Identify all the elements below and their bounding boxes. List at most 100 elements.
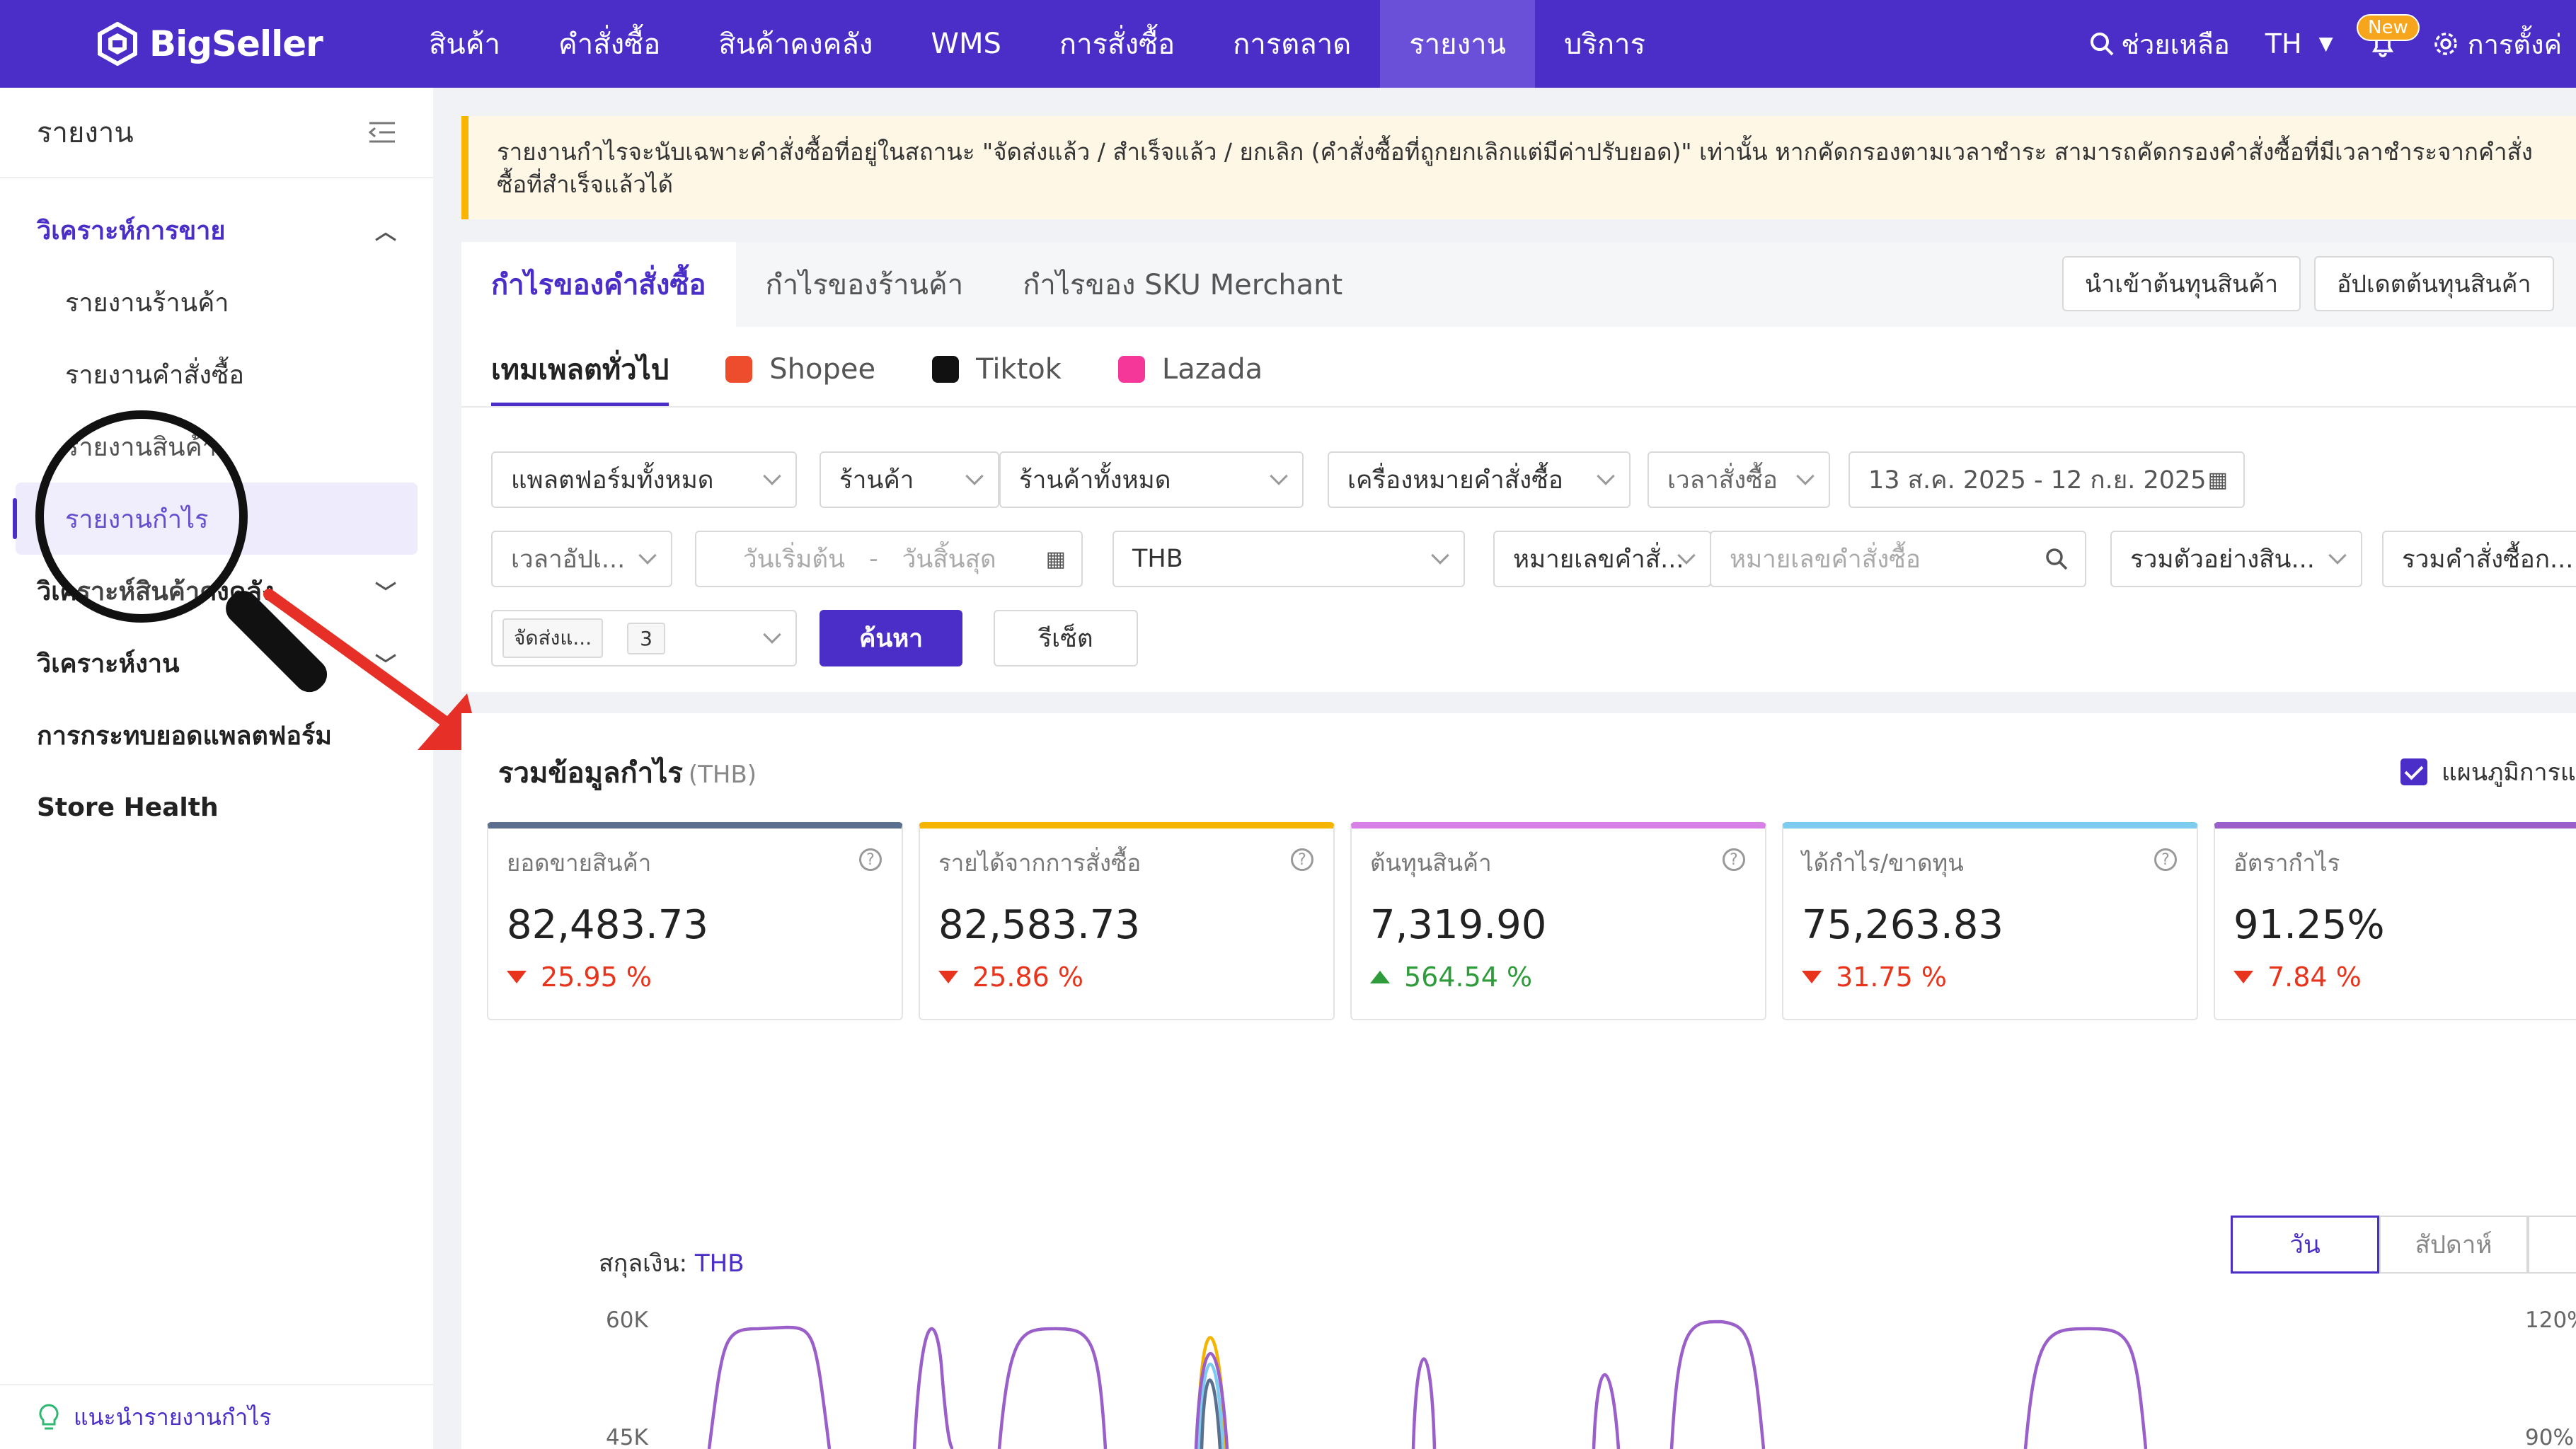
tab-label: เทมเพลตทั่วไป [491,354,669,386]
sidebar-item-platform-reconciliation[interactable]: การกระทบยอดแพลตฟอร์ม [0,699,433,771]
tab-lazada[interactable]: Lazada [1117,333,1263,406]
chevron-down-icon [965,467,984,485]
sku-summary-select[interactable]: รวมตัวอย่างสิน... [2110,531,2362,587]
shopee-icon [725,356,753,383]
trend-up-icon [1370,971,1390,983]
guide-label: แนะนำรายงานกำไร [74,1403,272,1431]
update-cost-button[interactable]: อัปเดตต้นทุนสินค้า [2314,256,2554,311]
metric-value: 82,583.73 [938,902,1141,948]
metric-card: อัตรากำไร 91.25% 7.84 % [2214,822,2576,1020]
tab-sku-profit[interactable]: กำไรของ SKU Merchant [993,242,1372,327]
language-select[interactable]: TH ▼ [2265,28,2333,59]
main-content: รายงานกำไรจะนับเฉพาะคำสั่งซื้อที่อยู่ในส… [461,88,2576,1449]
tab-label: กำไรของร้านค้า [765,269,964,301]
period-label: เดือน [2574,1225,2576,1264]
collapse-menu-icon[interactable] [368,120,396,144]
sidebar-item-store-health[interactable]: Store Health [0,771,433,843]
help-icon[interactable]: ? [1723,848,1745,871]
sidebar-group-work-analysis[interactable]: วิเคราะห์งาน ﹀ [0,627,433,699]
nav-item-4[interactable]: การสั่งซื้อ [1030,0,1204,88]
help-link[interactable]: ช่วยเหลือ [2088,23,2230,66]
trend-down-icon [507,971,527,983]
import-cost-button[interactable]: นำเข้าต้นทุนสินค้า [2062,256,2301,311]
order-search-input[interactable]: หมายเลขคำสั่งซื้อ [1710,531,2086,587]
help-icon[interactable]: ? [859,848,882,871]
metric-change: 25.95 % [507,962,652,993]
template-tabs: เทมเพลตทั่วไป Shopee Tiktok Lazada [491,333,1319,406]
search-icon[interactable] [2044,546,2069,572]
trend-down-icon [2233,971,2253,983]
checkbox-checked-icon [2400,758,2427,785]
summary-title: รวมข้อมูลกำไร (THB) [498,750,757,795]
status-multiselect[interactable]: จัดส่งแ... 3 [491,610,797,666]
metric-change: 31.75 % [1802,962,1947,993]
metric-change-value: 7.84 % [2267,962,2362,993]
metric-change-value: 31.75 % [1836,962,1947,993]
series-line [1592,1373,1621,1449]
summary-title-text: รวมข้อมูลกำไร [498,757,683,790]
sidebar-link-label: การกระทบยอดแพลตฟอร์ม [37,721,333,751]
tab-shopee[interactable]: Shopee [725,333,875,406]
tab-general-template[interactable]: เทมเพลตทั่วไป [491,333,669,406]
platform-select[interactable]: แพลตฟอร์มทั้งหมด [491,451,797,508]
button-label: นำเข้าต้นทุนสินค้า [2085,270,2279,299]
nav-item-2[interactable]: สินค้าคงคลัง [689,0,902,88]
nav-item-3[interactable]: WMS [902,0,1030,88]
nav-item-0[interactable]: สินค้า [400,0,529,88]
nav-item-7[interactable]: บริการ [1535,0,1674,88]
series-line [1200,1378,1222,1449]
tab-store-profit[interactable]: กำไรของร้านค้า [736,242,994,327]
nav-item-1[interactable]: คำสั่งซื้อ [529,0,689,88]
time-type-select[interactable]: เวลาสั่งซื้อ [1648,451,1830,508]
search-placeholder: หมายเลขคำสั่งซื้อ [1730,545,1921,574]
metric-card: ได้กำไร/ขาดทุน? 75,263.83 31.75 % [1782,822,2198,1020]
series-lines [707,1320,2148,1449]
sidebar-item-order-report[interactable]: รายงานคำสั่งซื้อ [0,338,433,410]
help-icon[interactable]: ? [2154,848,2177,871]
chevron-down-icon [2328,546,2347,565]
profit-report-guide-link[interactable]: แนะนำรายงานกำไร [0,1384,433,1449]
settings-link[interactable]: การตั้งค่ [2432,23,2562,66]
custom-date-range[interactable]: วันเริ่มต้น - วันสิ้นสุด ▦ [695,531,1083,587]
tab-tiktok[interactable]: Tiktok [932,333,1062,406]
brand-logo[interactable]: BigSeller [96,21,400,67]
update-time-select[interactable]: เวลาอัปเ... [491,531,672,587]
period-option[interactable]: สัปดาห์ [2379,1216,2528,1274]
period-label: วัน [2289,1230,2321,1259]
sidebar-item-store-report[interactable]: รายงานร้านค้า [0,266,433,338]
tab-label: กำไรของ SKU Merchant [1023,269,1343,301]
notice-banner: รายงานกำไรจะนับเฉพาะคำสั่งซื้อที่อยู่ในส… [461,116,2576,219]
chart-toggle-checkbox[interactable]: แผนภูมิการแ [2400,753,2576,791]
trend-down-icon [938,971,958,983]
store-select[interactable]: ร้านค้าทั้งหมด [999,451,1304,508]
trend-down-icon [1802,971,1822,983]
select-value: ร้านค้า [839,466,914,495]
series-line [1411,1357,1437,1449]
nav-item-label: คำสั่งซื้อ [558,28,661,61]
nav-item-5[interactable]: การตลาด [1204,0,1380,88]
lightbulb-icon [39,1404,59,1430]
help-icon[interactable]: ? [1291,848,1313,871]
tab-order-profit[interactable]: กำไรของคำสั่งซื้อ [461,242,736,327]
y-right-tick: 120% [2525,1307,2576,1333]
store-type-select[interactable]: ร้านค้า [820,451,999,508]
period-option[interactable]: เดือน [2528,1216,2576,1274]
divider [461,406,2576,408]
currency-select[interactable]: THB [1112,531,1465,587]
select-value: รวมตัวอย่างสิน... [2130,545,2315,574]
sidebar-group-sales-analysis[interactable]: วิเคราะห์การขาย ︿ [0,194,433,266]
period-option[interactable]: วัน [2231,1216,2379,1274]
sidebar-group-label: วิเคราะห์งาน [37,649,180,679]
new-badge: New [2357,14,2420,41]
order-summary-select[interactable]: รวมคำสั่งซื้อก... [2382,531,2576,587]
date-range-picker[interactable]: 13 ส.ค. 2025 - 12 ก.ย. 2025 ▦ [1848,451,2245,508]
metric-label: ต้นทุนสินค้า [1370,849,1492,877]
order-mark-select[interactable]: เครื่องหมายคำสั่งซื้อ [1328,451,1631,508]
profit-summary: รวมข้อมูลกำไร (THB) แผนภูมิการแ ยอดขายสิน… [461,713,2576,1449]
metric-card: ยอดขายสินค้า? 82,483.73 25.95 % [487,822,903,1020]
search-type-select[interactable]: หมายเลขคำสั่... [1493,531,1711,587]
search-button[interactable]: ค้นหา [820,610,962,666]
bigseller-logo-icon [96,21,139,67]
nav-item-6[interactable]: รายงาน [1380,0,1535,88]
reset-button[interactable]: รีเซ็ต [994,610,1138,666]
